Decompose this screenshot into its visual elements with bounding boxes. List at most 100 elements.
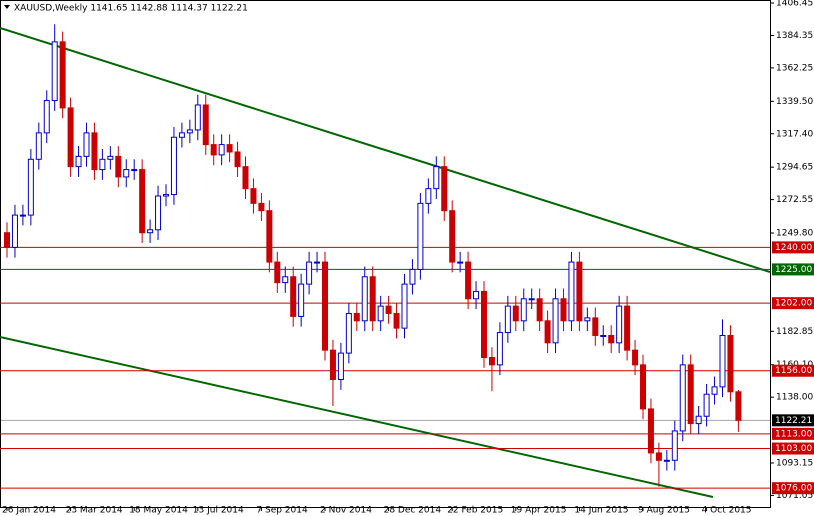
x-tick-label: 28 Dec 2014 [384, 506, 442, 516]
plot-frame [0, 0, 771, 508]
candle-body [51, 41, 58, 102]
candle-body [290, 276, 297, 317]
y-tick-label: 1182.85 [776, 327, 813, 337]
candle-body [75, 155, 82, 168]
candle-body [647, 408, 654, 454]
candle-body [703, 393, 710, 417]
candle-body [115, 155, 122, 178]
level-label: 1076.00 [775, 484, 812, 494]
candle-body [695, 415, 702, 425]
candle-body [608, 334, 615, 344]
candle-body [155, 195, 162, 231]
candle-body [226, 144, 233, 153]
candle-body [178, 132, 185, 138]
level-label-box [772, 442, 814, 455]
trend-line [0, 336, 714, 498]
x-tick-label: 13 Jul 2014 [193, 506, 244, 516]
candle-body [345, 312, 352, 354]
level-label: 1103.00 [775, 444, 812, 454]
candle-body [544, 320, 551, 344]
level-label: 1113.00 [775, 429, 812, 439]
y-tick-label: 1362.25 [776, 63, 813, 73]
y-tick-label: 1339.50 [776, 97, 813, 107]
candle-body [385, 305, 392, 314]
chart-title: XAUUSD,Weekly 1141.65 1142.88 1114.37 11… [14, 4, 248, 14]
y-tick-label: 1294.65 [776, 163, 813, 173]
candle-body [369, 276, 376, 322]
candle-body [91, 132, 98, 171]
candle-body [640, 364, 646, 410]
candle-body [298, 283, 305, 317]
candle-body [520, 298, 527, 322]
candle-body [123, 169, 130, 178]
x-tick-label: 23 Mar 2014 [66, 506, 123, 516]
candle-body [409, 268, 416, 285]
candle-body [512, 305, 519, 322]
candle-body [655, 452, 662, 461]
candle-body [632, 349, 639, 366]
level-label-box [772, 263, 814, 276]
candle-body [170, 136, 177, 196]
x-tick-label: 4 Oct 2015 [702, 506, 752, 516]
candle-body [568, 261, 575, 322]
level-label: 1202.00 [775, 299, 812, 309]
candle-body [353, 312, 360, 322]
candle-body [417, 202, 424, 270]
level-label-box [772, 241, 814, 254]
candle-body [457, 261, 464, 264]
candle-body [194, 104, 201, 131]
candle-body [67, 107, 74, 168]
candle-body [473, 290, 480, 300]
x-tick-label: 22 Feb 2015 [447, 506, 503, 516]
candle-body [218, 144, 225, 156]
candle-body [131, 169, 138, 172]
candle-body [465, 261, 472, 300]
candle-body [59, 41, 66, 109]
menu-icon [4, 5, 10, 9]
candle-body [449, 210, 456, 263]
candle-body [377, 305, 384, 322]
y-tick-label: 1138.00 [776, 393, 813, 403]
trend-line [0, 27, 771, 273]
candle-body [592, 317, 599, 336]
candle-body [186, 129, 193, 134]
candle-body [560, 298, 567, 322]
candle-body [274, 261, 281, 284]
y-tick-label: 1272.55 [776, 195, 813, 205]
candle-body [433, 166, 440, 190]
candle-body [584, 317, 591, 322]
candle-body [35, 132, 42, 160]
y-tick-label: 1384.35 [776, 31, 813, 41]
level-label-box [772, 297, 814, 310]
candle-body [536, 298, 543, 322]
candle-body [4, 232, 10, 248]
candle-body [496, 332, 503, 366]
candle-body [624, 305, 631, 351]
x-tick-label: 26 Jan 2014 [2, 506, 56, 516]
candle-body [306, 261, 313, 285]
candle-body [528, 298, 535, 301]
x-tick-label: 14 Jun 2015 [574, 506, 628, 516]
x-tick-label: 7 Sep 2014 [256, 506, 308, 516]
candle-body [27, 158, 34, 216]
level-label-box [772, 364, 814, 377]
candle-body [210, 144, 217, 156]
level-label-box [772, 427, 814, 440]
candle-body [139, 169, 146, 234]
y-tick-label: 1071.05 [776, 491, 813, 501]
level-label: 1240.00 [775, 243, 812, 253]
x-tick-label: 2 Nov 2014 [320, 506, 372, 516]
candle-body [401, 283, 408, 329]
candle-body [393, 312, 400, 329]
y-tick-label: 1093.15 [776, 458, 813, 468]
level-label: 1225.00 [775, 265, 812, 275]
candle-body [163, 194, 169, 197]
x-tick-label: 19 Apr 2015 [511, 506, 567, 516]
candle-body [202, 104, 209, 146]
candle-body [425, 188, 432, 204]
candle-body [242, 166, 249, 190]
candle-body [735, 391, 742, 421]
candle-body [671, 430, 678, 461]
level-label: 1122.21 [775, 416, 812, 426]
